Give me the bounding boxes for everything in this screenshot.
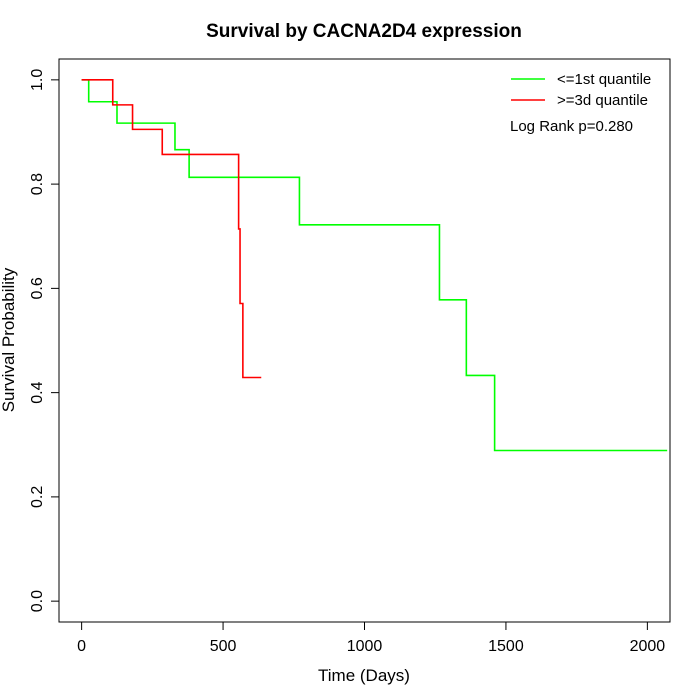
plot-frame	[58, 58, 671, 623]
x-tick-label: 1000	[347, 638, 383, 655]
y-tick-label: 1.0	[29, 69, 46, 91]
x-tick-label: 1500	[488, 638, 524, 655]
x-axis-label: Time (Days)	[318, 666, 410, 685]
legend-label: >=3d quantile	[557, 92, 648, 109]
x-tick-label: 0	[77, 638, 86, 655]
x-axis: 0 500 1000 1500 2000	[77, 621, 666, 655]
y-tick-label: 0.0	[29, 590, 46, 612]
y-tick-label: 0.6	[29, 277, 46, 299]
chart-title: Survival by CACNA2D4 expression	[206, 21, 522, 42]
y-tick-label: 0.4	[29, 381, 46, 403]
survival-curve-high	[81, 79, 262, 379]
y-tick-label: 0.2	[29, 486, 46, 508]
series-layer	[81, 79, 668, 452]
y-tick-label: 0.8	[29, 173, 46, 195]
legend-label: <=1st quantile	[557, 71, 651, 88]
log-rank-annotation: Log Rank p=0.280	[510, 118, 633, 135]
x-tick-label: 2000	[630, 638, 666, 655]
x-tick-label: 500	[210, 638, 237, 655]
y-axis: 0.0 0.2 0.4 0.6 0.8 1.0	[29, 69, 60, 612]
survival-curve-low	[81, 79, 668, 452]
legend: <=1st quantile >=3d quantile	[511, 71, 651, 109]
y-axis-label: Survival Probability	[0, 267, 18, 412]
